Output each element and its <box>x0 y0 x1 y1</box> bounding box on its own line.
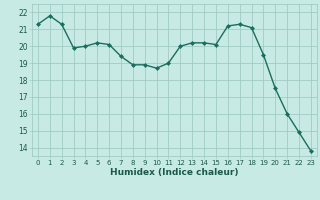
X-axis label: Humidex (Indice chaleur): Humidex (Indice chaleur) <box>110 168 239 177</box>
